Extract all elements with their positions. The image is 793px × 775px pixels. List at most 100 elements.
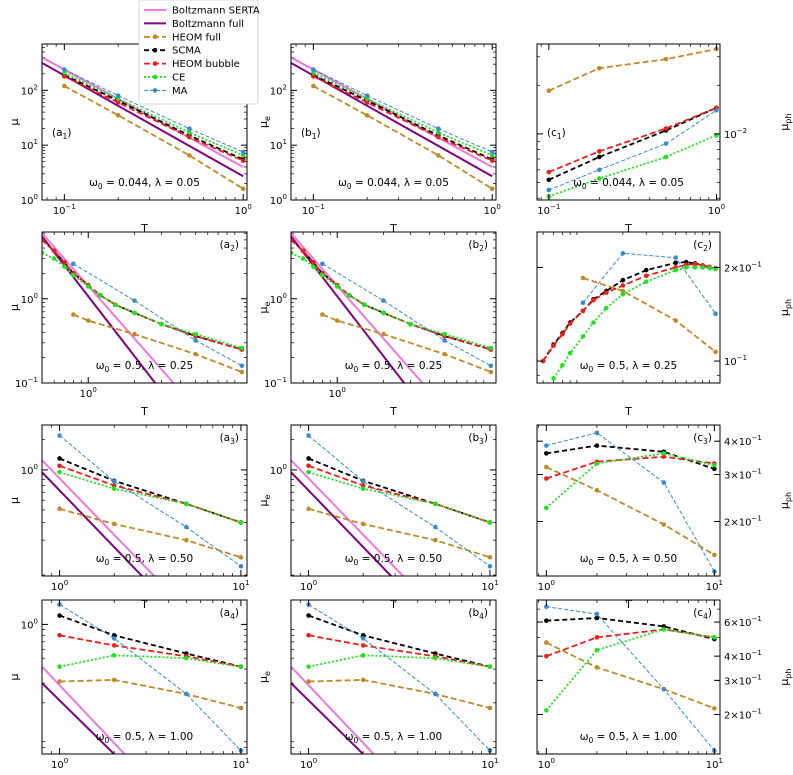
y-tick-label: 3×10−1 xyxy=(724,468,762,482)
series-line-heomf xyxy=(59,678,242,709)
series-line-serta xyxy=(291,232,424,383)
x-axis-label: T xyxy=(624,222,632,235)
data-point-heomf xyxy=(596,65,602,71)
legend-marker-scma xyxy=(152,47,158,53)
legend-label-scma: SCMA xyxy=(172,46,201,57)
data-point-scma xyxy=(544,451,549,456)
data-point-heomf xyxy=(311,83,316,89)
data-point-heomf xyxy=(193,351,198,357)
data-point-scma xyxy=(360,632,366,638)
data-point-ce xyxy=(57,664,62,669)
series-line-ce xyxy=(548,134,717,198)
series-line-heomf xyxy=(59,507,242,559)
data-point-heomb xyxy=(436,134,441,140)
panel-params: ω0 = 0.5, λ = 0.50 xyxy=(96,553,194,567)
data-point-heomf xyxy=(334,318,340,323)
data-point-ma xyxy=(487,563,493,569)
data-point-ce xyxy=(239,345,245,351)
data-point-ma xyxy=(184,691,189,697)
plot-frame xyxy=(536,231,721,384)
data-point-ce xyxy=(408,321,413,327)
data-point-ma xyxy=(546,187,552,193)
data-point-heomb xyxy=(57,632,62,638)
x-tick-label: 100 xyxy=(51,579,68,593)
x-tick-label: 100 xyxy=(329,386,346,400)
data-point-ce xyxy=(551,376,556,381)
data-point-ma xyxy=(714,107,719,113)
data-point-ma xyxy=(544,604,549,610)
series-line-heomb xyxy=(308,464,491,524)
x-tick-label: 10−1 xyxy=(302,203,325,217)
data-point-heomb xyxy=(560,331,565,337)
series-line-heomb xyxy=(545,628,715,658)
legend-label-bfull: Boltzmann full xyxy=(172,19,244,30)
data-point-heomb xyxy=(111,483,117,488)
data-point-ma xyxy=(596,167,602,173)
data-point-ce xyxy=(132,310,137,316)
panel-b3: 100 101 100 Tμe (b3) ω0 = 0.5, λ = 0.50 xyxy=(257,424,499,611)
panel-a3: 100 101 100 Tμ (a3) ω0 = 0.5, λ = 0.50 xyxy=(8,424,250,611)
panel-params: ω0 = 0.5, λ = 0.50 xyxy=(580,553,678,567)
data-point-heomb xyxy=(187,134,192,140)
panel-params: ω0 = 0.044, λ = 0.05 xyxy=(573,177,684,191)
data-point-ce xyxy=(291,250,294,256)
series-line-scma xyxy=(291,239,492,351)
data-point-ce xyxy=(364,96,370,102)
data-point-ma xyxy=(111,479,117,484)
data-point-ce xyxy=(544,505,549,511)
x-axis-label: T xyxy=(624,405,632,418)
series-line-ma xyxy=(59,604,242,751)
series-line-serta xyxy=(42,232,175,383)
data-point-ce xyxy=(320,272,325,278)
data-point-ce xyxy=(487,520,493,525)
series-line-scma xyxy=(546,617,715,640)
data-point-ma xyxy=(320,261,325,267)
x-tick-label: 101 xyxy=(232,579,249,593)
data-point-heomf xyxy=(673,318,678,323)
data-point-ce xyxy=(436,130,441,135)
data-point-heomf xyxy=(187,153,192,158)
data-point-heomf xyxy=(238,555,244,560)
data-point-ce xyxy=(661,627,667,632)
panel-tag: (c4) xyxy=(693,607,712,621)
y-tick-label: 100 xyxy=(270,193,287,207)
data-point-scma xyxy=(594,443,600,448)
data-point-ce xyxy=(334,284,340,289)
series-group xyxy=(544,430,717,574)
series-line-heomf xyxy=(582,277,717,353)
series-line-serta xyxy=(42,459,156,576)
y-axis-label: μph xyxy=(778,299,793,316)
data-point-ce xyxy=(604,305,609,311)
panel-tag: (b1) xyxy=(301,127,321,141)
panel-tag: (c1) xyxy=(547,127,566,141)
series-line-heomf xyxy=(545,466,715,556)
x-tick-label: 100 xyxy=(484,203,501,217)
x-tick-label: 101 xyxy=(481,579,498,593)
data-point-heomf xyxy=(238,705,244,711)
data-point-ma xyxy=(673,255,678,260)
series-line-ma xyxy=(548,109,717,191)
data-point-heomf xyxy=(620,288,626,294)
legend-label-ma: MA xyxy=(172,86,188,97)
y-axis-label: μe xyxy=(257,116,272,128)
data-point-heomb xyxy=(360,483,366,488)
series-line-ma xyxy=(582,252,717,314)
series-line-heomb xyxy=(542,263,716,362)
panel-params: ω0 = 0.044, λ = 0.05 xyxy=(338,177,449,191)
series-line-scma xyxy=(312,74,493,161)
panel-tag: (b3) xyxy=(468,432,488,446)
series-line-bfull xyxy=(42,61,244,178)
y-tick-label: 10−2 xyxy=(724,127,747,141)
series-group xyxy=(291,602,493,754)
data-point-heomf xyxy=(544,464,549,470)
data-point-ce xyxy=(673,267,678,273)
data-point-ce xyxy=(311,70,316,75)
data-point-heomf xyxy=(489,186,495,192)
data-point-ce xyxy=(692,265,698,270)
data-point-ce xyxy=(700,265,706,270)
data-point-heomf xyxy=(320,312,325,317)
data-point-heomf xyxy=(115,113,121,118)
plot-frame xyxy=(41,424,248,577)
y-tick-label: 2×10−1 xyxy=(724,707,762,721)
data-point-ce xyxy=(488,345,494,351)
